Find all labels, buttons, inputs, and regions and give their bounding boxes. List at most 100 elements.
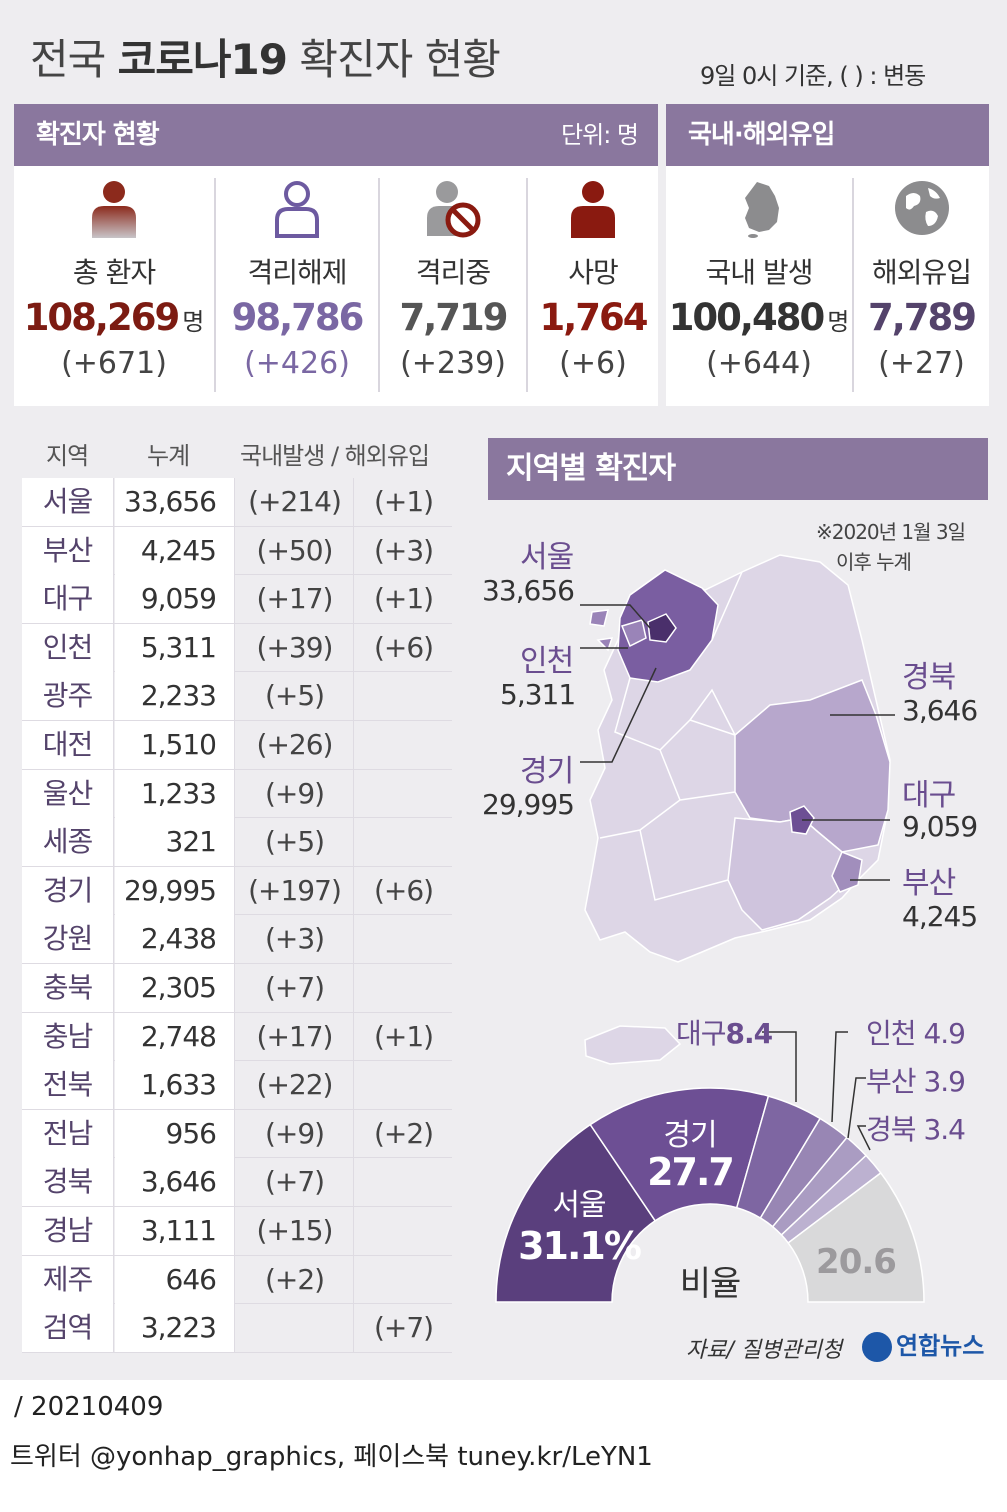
slice-label-seoul-name: 서울	[552, 1188, 606, 1223]
stat-total-value: 108,269 명	[23, 296, 205, 339]
table-row: 대구 9,059 (+17) (+1)	[22, 575, 452, 624]
col-header-region: 지역	[46, 442, 89, 470]
map-label-incheon-name: 인천	[520, 644, 574, 679]
cell-region: 충남	[22, 1012, 114, 1061]
map-borders	[599, 571, 743, 901]
cell-region: 인천	[22, 623, 114, 672]
origin-panel-header: 국내·해외유입	[666, 104, 989, 166]
cell-total: 3,223	[115, 1304, 235, 1353]
cell-total: 3,646	[115, 1158, 235, 1207]
cell-domestic: (+39)	[236, 623, 354, 672]
stat-isolated-value: 7,719	[399, 296, 508, 339]
cell-total: 1,633	[115, 1061, 235, 1110]
table-row: 울산 1,233 (+9)	[22, 769, 452, 819]
cell-region: 경기	[22, 866, 114, 915]
donut-slice-others	[787, 1171, 925, 1303]
map-region-jeju	[584, 1025, 682, 1065]
cell-region: 경북	[22, 1158, 114, 1207]
cell-region: 대구	[22, 575, 114, 624]
cell-overseas: (+3)	[373, 533, 434, 567]
cell-total: 1,510	[115, 720, 235, 769]
table-row: 전북 1,633 (+22)	[22, 1061, 452, 1110]
cell-total: 5,311	[115, 623, 235, 672]
map-region-gyeongbuk	[734, 679, 891, 853]
cell-total: 956	[115, 1109, 235, 1158]
stat-released-change: (+426)	[244, 346, 350, 381]
cell-total: 1,233	[115, 769, 235, 818]
map-region-seoul	[647, 613, 677, 643]
unit-label: 단위: 명	[561, 121, 639, 149]
person-outline-icon	[275, 181, 319, 238]
ratio-center-label: 비율	[679, 1264, 742, 1304]
leader-line-busan-ratio	[847, 1077, 866, 1139]
person-icon	[92, 181, 136, 238]
cell-overseas: (+2)	[373, 1116, 434, 1150]
map-label-seoul-value: 33,656	[482, 574, 575, 607]
cell-total: 2,438	[115, 915, 235, 964]
cell-domestic: (+17)	[236, 575, 354, 624]
map-label-gyeonggi-value: 29,995	[482, 788, 575, 821]
map-label-gyeongbuk-value: 3,646	[902, 694, 978, 727]
region-table: 서울 33,656 (+214) (+1) 부산 4,245 (+50) (+3) 대구 9,05…	[22, 478, 452, 1353]
title-prefix: 전국	[30, 35, 106, 84]
cell-overseas: (+7)	[373, 1311, 434, 1345]
cell-domestic: (+2)	[236, 1255, 354, 1304]
leader-line-incheon-ratio	[831, 1031, 848, 1123]
cell-total: 2,305	[115, 963, 235, 1012]
leader-line-gyeonggi	[580, 667, 657, 763]
cell-region: 서울	[22, 478, 114, 526]
table-row: 강원 2,438 (+3)	[22, 915, 452, 964]
source-label: 자료/ 질병관리청	[686, 1338, 843, 1363]
stat-total-label: 총 환자	[72, 256, 156, 289]
map-note-line2: 이후 누계	[836, 550, 912, 574]
map-label-busan-value: 4,245	[902, 900, 978, 933]
stat-domestic: 국내 발생 100,480 명 (+644)	[666, 166, 852, 406]
cell-region: 검역	[22, 1304, 114, 1353]
stat-total: 총 환자 108,269 명 (+671)	[14, 166, 214, 406]
cell-total: 4,245	[115, 526, 235, 575]
footer-date: / 20210409	[14, 1392, 164, 1422]
page-title: 전국 코로나19 확진자 현황	[30, 26, 501, 87]
origin-panel-title: 국내·해외유입	[688, 120, 835, 150]
map-label-busan-name: 부산	[902, 866, 956, 901]
ratio-label-incheon: 인천 4.9	[866, 1017, 966, 1050]
cell-overseas: (+6)	[373, 873, 434, 907]
person-prohibited-icon	[427, 181, 481, 238]
cell-region: 울산	[22, 769, 114, 818]
cell-domestic: (+17)	[236, 1012, 354, 1061]
cell-overseas: (+1)	[373, 485, 434, 518]
stat-total-change: (+671)	[61, 346, 167, 381]
donut-leader-lines	[762, 1031, 871, 1151]
cell-domestic: (+3)	[236, 915, 354, 964]
basis-note: 9일 0시 기준, ( ) : 변동	[700, 62, 926, 90]
stat-deaths-label: 사망	[568, 256, 619, 289]
ratio-label-busan: 부산 3.9	[866, 1065, 966, 1098]
table-row: 세종 321 (+5)	[22, 818, 452, 867]
cell-total: 646	[115, 1255, 235, 1304]
map-label-gyeongbuk-name: 경북	[902, 660, 956, 695]
stat-deaths-value: 1,764	[539, 296, 648, 339]
map-label-gyeonggi-name: 경기	[520, 754, 574, 789]
cell-overseas: (+1)	[373, 1019, 434, 1053]
cell-total: 2,748	[115, 1012, 235, 1061]
stat-domestic-change: (+644)	[706, 346, 812, 381]
stat-overseas-label: 해외유입	[871, 256, 972, 289]
stat-overseas-change: (+27)	[878, 346, 965, 381]
logo-mark-icon	[862, 1332, 892, 1362]
stat-released: 격리해제 98,786 (+426)	[216, 166, 378, 406]
cell-region: 제주	[22, 1255, 114, 1304]
cell-region: 대전	[22, 720, 114, 769]
cell-total: 2,233	[115, 672, 235, 721]
donut-slice-seoul	[495, 1123, 657, 1303]
leader-line-gyeongbuk-ratio	[856, 1125, 871, 1151]
donut-slices	[495, 1087, 925, 1303]
korea-region-map	[580, 554, 895, 1065]
map-region-incheon	[589, 609, 647, 652]
title-bold: 코로나19	[117, 35, 288, 84]
table-row: 부산 4,245 (+50) (+3)	[22, 526, 452, 576]
ratio-label-daegu: 대구8.4	[676, 1017, 773, 1050]
table-row: 전남 956 (+9) (+2)	[22, 1109, 452, 1159]
origin-panel-body: 국내 발생 100,480 명 (+644) 해외유입 7,789 (+27)	[666, 166, 989, 406]
stat-domestic-value: 100,480 명	[668, 296, 850, 339]
map-label-seoul-name: 서울	[520, 540, 574, 575]
